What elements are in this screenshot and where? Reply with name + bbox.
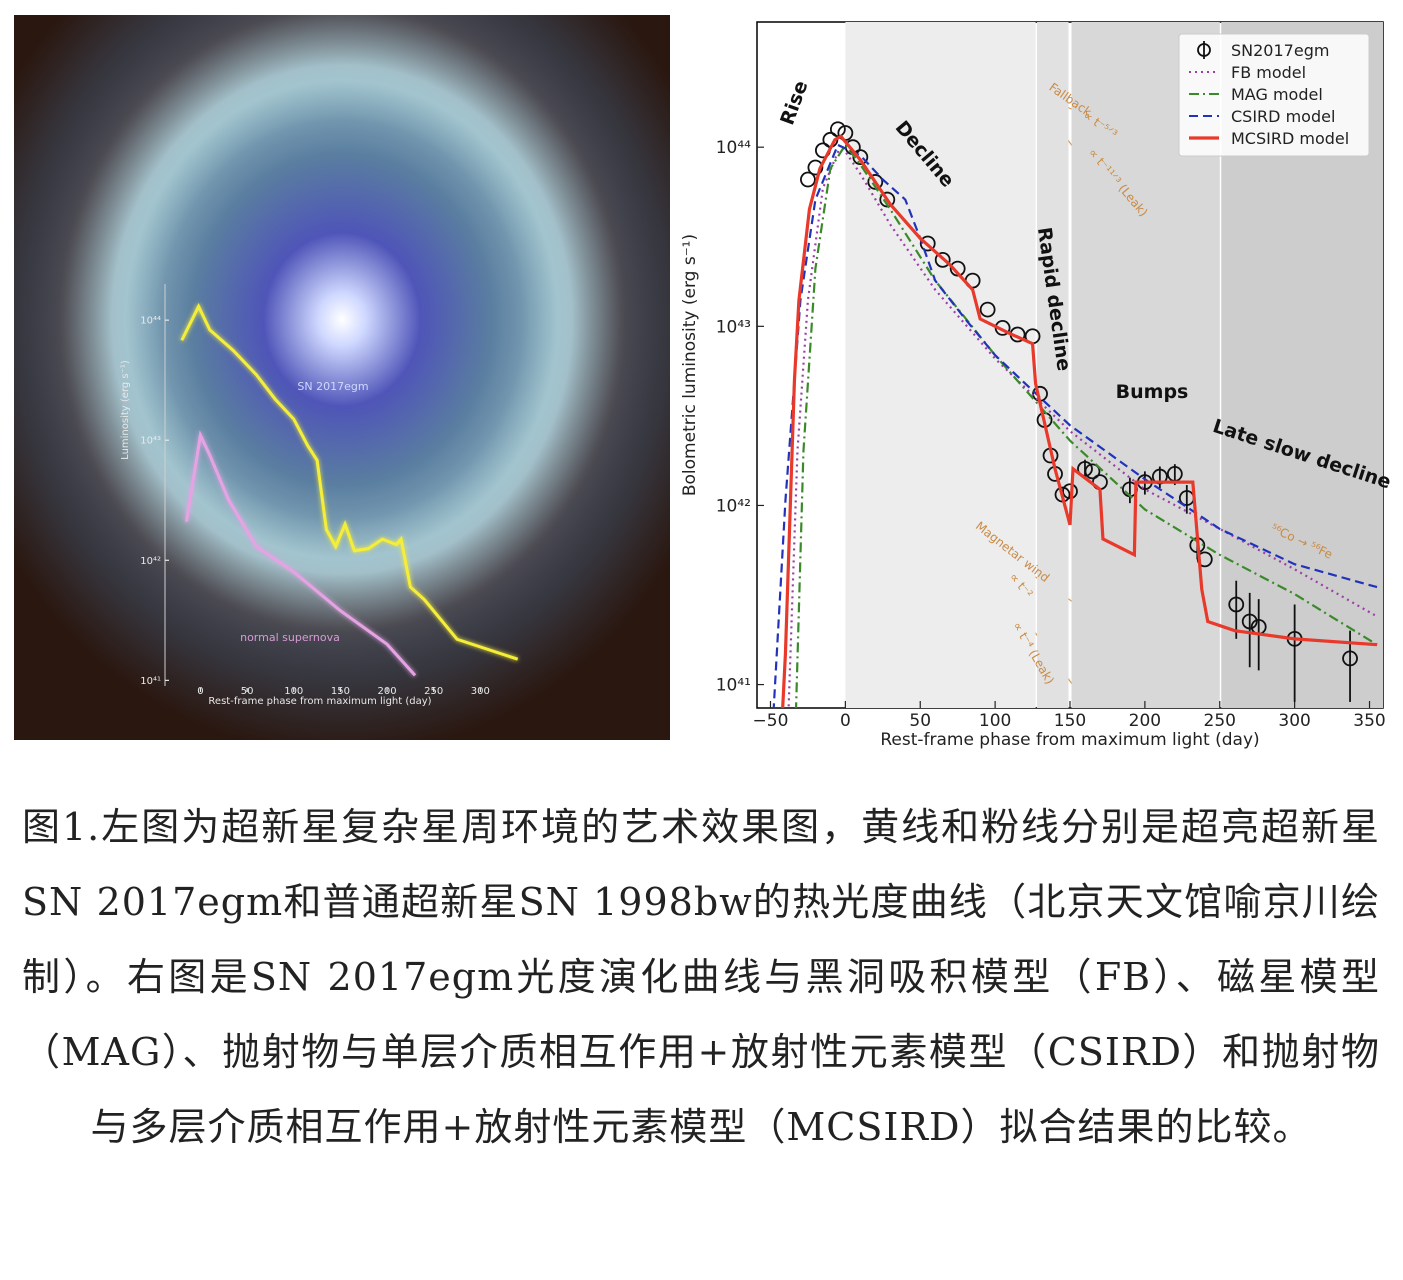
series-line [772, 143, 1378, 708]
x-tick-label: 200 [378, 686, 397, 697]
x-tick-label: 200 [1129, 711, 1161, 731]
y-tick-label: 10⁴² [716, 496, 751, 516]
plot-area [180, 303, 519, 677]
series-line [180, 303, 519, 661]
y-tick-label: 10⁴² [140, 556, 161, 567]
x-tick-label: 100 [284, 686, 303, 697]
data-point [979, 301, 996, 318]
data-point [1241, 613, 1258, 630]
x-tick-label: 250 [424, 686, 443, 697]
x-axis-label: Rest-frame phase from maximum light (day… [880, 730, 1259, 750]
x-tick-label: 150 [1054, 711, 1086, 731]
chart: 10⁴¹ 10⁴² 10⁴³ 10⁴⁴ 0 50 100 150 200 250 300 Rest-f… [120, 284, 519, 707]
y-tick-label: 10⁴¹ [716, 676, 751, 696]
phase-label: Rise [776, 78, 812, 128]
x-tick-label: 250 [1204, 711, 1236, 731]
phase-label: Bumps [1116, 381, 1189, 403]
legend-box [1178, 33, 1370, 157]
x-tick-label: 100 [979, 711, 1011, 731]
legend-label: CSIRD model [1231, 107, 1335, 126]
series-label: normal supernova [240, 631, 340, 644]
data-point [867, 174, 884, 190]
x-tick-label: 0 [197, 686, 203, 697]
phase-band [1037, 22, 1069, 708]
legend-label: SN2017egm [1231, 41, 1329, 60]
caption: 图1.左图为超新星复杂星周环境的艺术效果图，黄线和粉线分别是超亮超新星SN 20… [22, 805, 1380, 1149]
series-line [794, 142, 1378, 708]
x-tick-label: 150 [331, 686, 350, 697]
x-tick-label: 300 [1278, 711, 1310, 731]
legend-label: MAG model [1231, 85, 1323, 104]
data-point [1077, 460, 1093, 477]
plot-area [772, 121, 1378, 708]
y-tick-label: 10⁴³ [140, 436, 161, 447]
artwork-ring [14, 15, 670, 740]
data-point [1228, 596, 1245, 613]
figure: 10⁴¹ 10⁴² 10⁴³ 10⁴⁴ 0 50 100 150 200 250 300 Rest-f… [14, 15, 1394, 750]
chart: 10⁴¹ 10⁴² 10⁴³ 10⁴⁴ −50 0 50 100 150 200 250 300 350… [680, 22, 1394, 750]
y-axis-label: Luminosity (erg s⁻¹) [120, 360, 131, 460]
x-tick-label: 350 [1353, 711, 1385, 731]
y-tick-label: 10⁴³ [716, 317, 751, 337]
legend-label: FB model [1231, 63, 1306, 82]
data-point [919, 235, 936, 252]
data-point [934, 251, 951, 268]
data-point [800, 171, 816, 188]
x-tick-label: 50 [241, 686, 254, 697]
data-point [1084, 463, 1101, 480]
y-tick-label: 10⁴¹ [140, 676, 161, 687]
y-axis-label: Bolometric luminosity (erg s⁻¹) [680, 234, 700, 496]
data-point [807, 159, 824, 176]
x-tick-label: 50 [909, 711, 931, 731]
series-label: SN 2017egm [297, 380, 368, 393]
y-tick-label: 10⁴⁴ [716, 138, 751, 158]
legend-label: MCSIRD model [1231, 129, 1349, 148]
series-line [781, 134, 1378, 708]
x-tick-label: 0 [840, 711, 851, 731]
x-axis-label: Rest-frame phase from maximum light (day… [208, 696, 431, 707]
x-tick-label: −50 [753, 711, 789, 731]
x-tick-label: 300 [471, 686, 490, 697]
series-line [184, 430, 417, 677]
y-tick-label: 10⁴⁴ [140, 316, 161, 327]
data-point [1342, 650, 1358, 667]
